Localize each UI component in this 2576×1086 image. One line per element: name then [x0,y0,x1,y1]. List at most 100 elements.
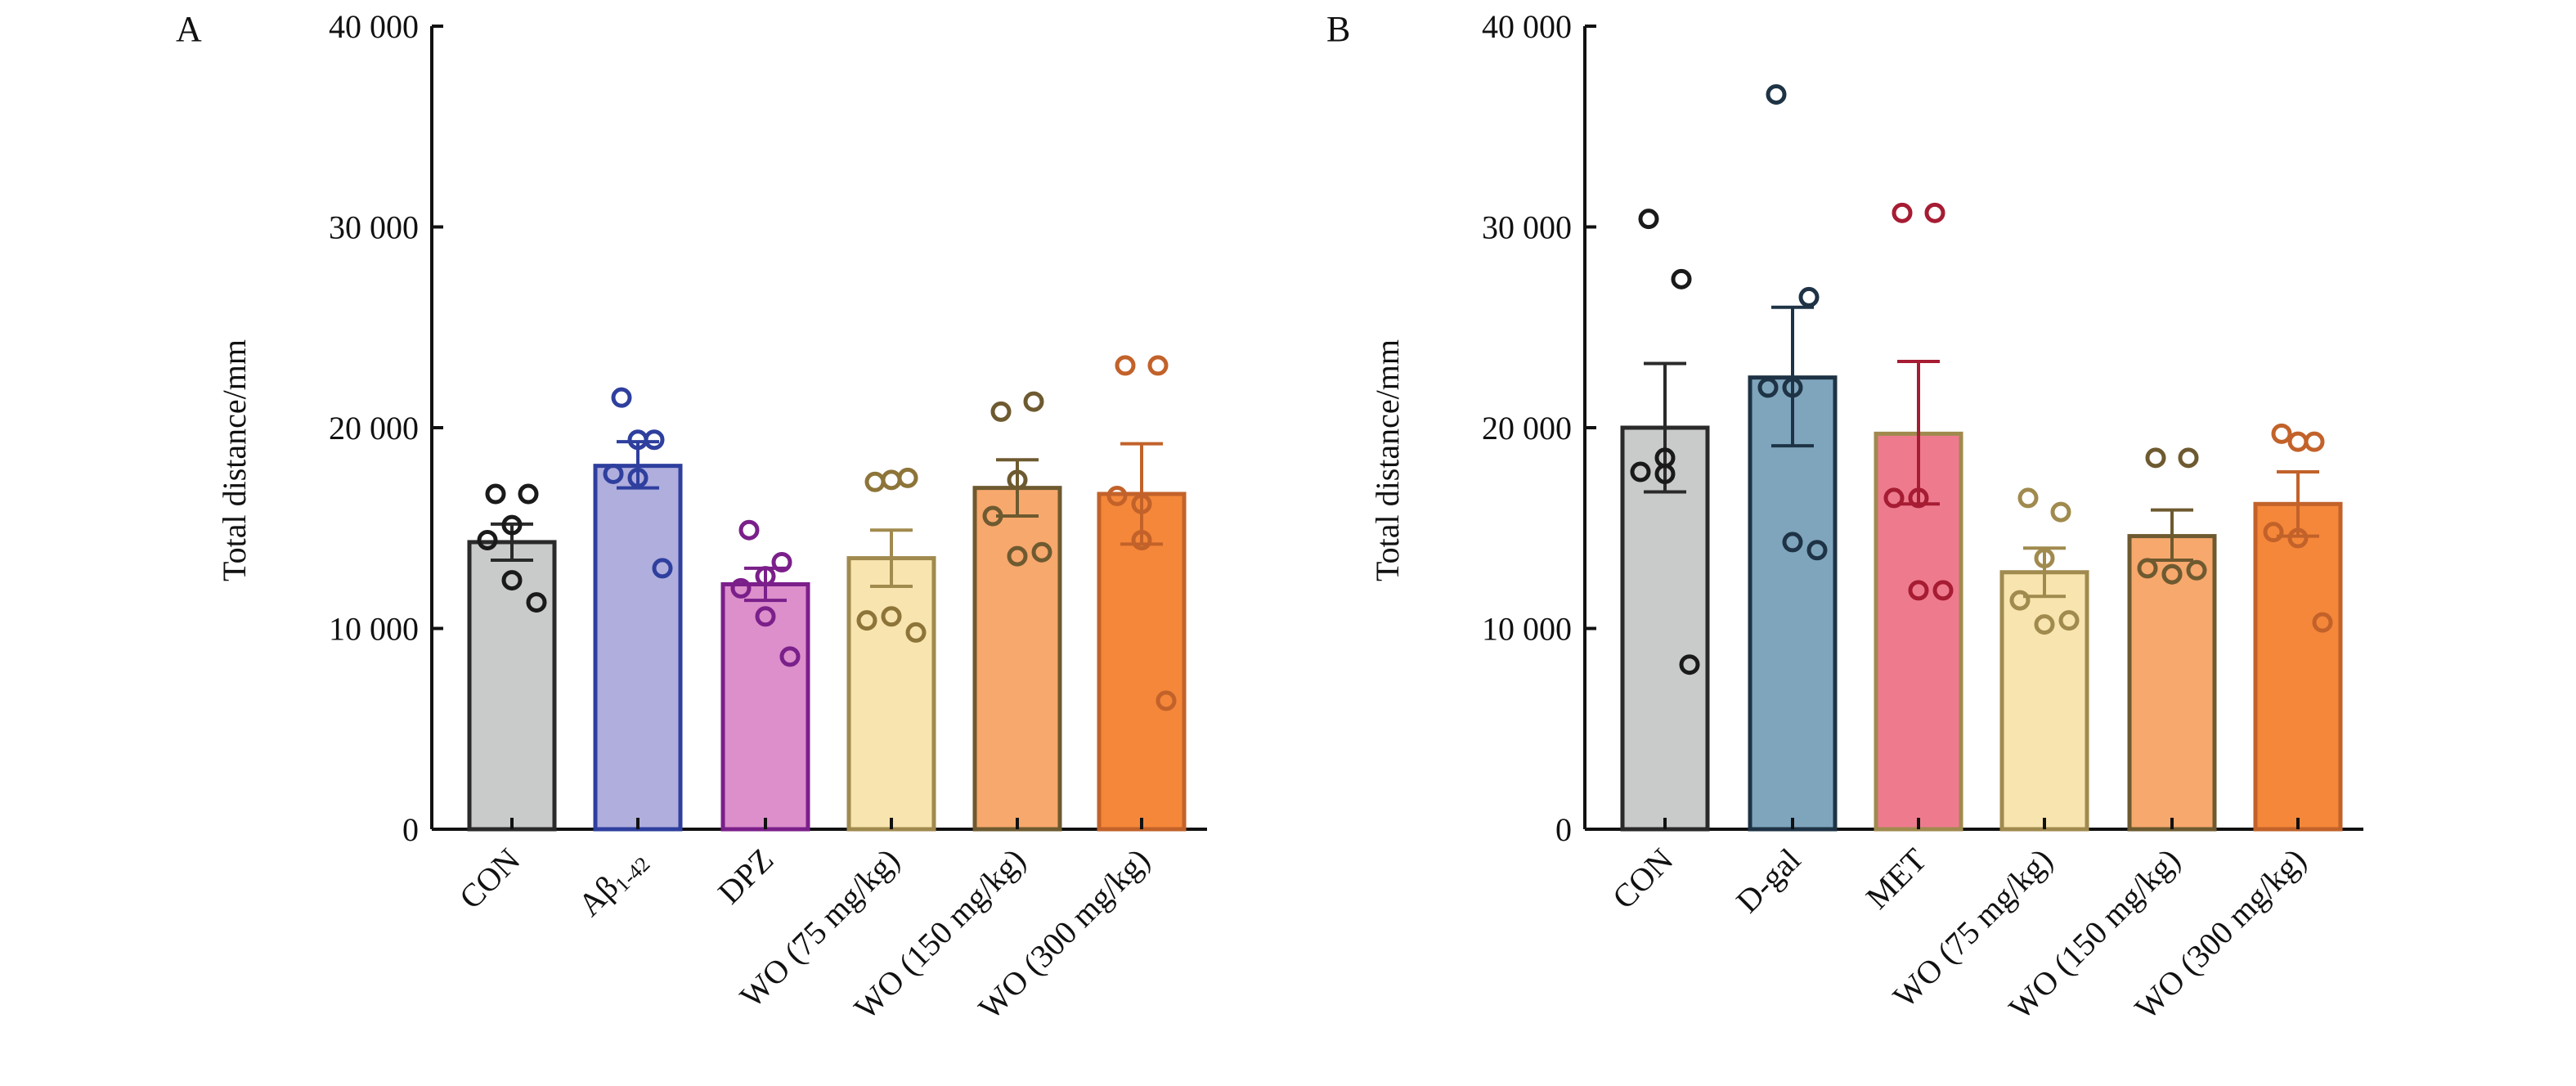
data-point [627,429,648,451]
x-tick-label: D-gal [1729,841,1807,920]
data-point [1883,487,1905,509]
x-tick-label-main: DPZ [711,841,780,911]
data-point [644,429,665,451]
data-point [897,467,918,488]
bar-2 [720,581,810,832]
data-point [1679,654,1700,675]
data-point [1908,487,1929,509]
data-point [1924,202,1945,223]
data-point [1007,545,1028,567]
data-point [2058,610,2080,631]
data-point [1798,286,1820,307]
x-tick-label: Aβ1-42 [571,841,654,925]
panel-A: A 0 10 000 20 000 30 000 40 000 Total distance… [176,8,1207,1026]
data-point [2034,614,2055,635]
x-tick-label: MET [1859,841,1934,917]
y-tick-label: 20 000 [1482,410,1572,447]
data-point [1671,268,1692,289]
y-tick-label: 30 000 [329,209,419,246]
data-point [501,514,523,536]
data-point [611,387,632,408]
data-point [755,566,776,587]
y-tick-label: 20 000 [329,410,419,447]
data-point [881,606,902,627]
data-point [1131,493,1152,514]
data-point [881,469,902,491]
data-point [477,529,498,550]
data-point [1007,469,1028,491]
bar-1 [1748,375,1838,832]
data-point [518,483,539,505]
x-tick-label-main: MET [1859,841,1934,917]
bar-3 [846,556,936,832]
data-point [2161,563,2183,585]
data-point [2287,527,2309,549]
data-point [2145,447,2166,469]
data-point [2304,431,2325,452]
data-point [1147,355,1169,376]
data-point [1932,580,1954,601]
data-point [1757,377,1779,398]
data-point [2271,423,2292,444]
data-point [779,646,801,667]
y-axis-label: Total distance/mm [1369,339,1406,581]
data-point [864,471,886,492]
x-tick-label: CON [452,841,527,917]
y-tick-label: 40 000 [329,8,419,45]
x-tick-label-main: D-gal [1729,841,1807,920]
data-point [526,592,547,613]
data-point [1630,461,1651,482]
data-point [1766,83,1787,105]
data-point [2178,447,2199,469]
data-point [1115,355,1136,376]
data-point [1156,690,1177,711]
data-point [856,610,877,631]
data-point [771,551,792,572]
data-point [738,519,760,541]
bar-3 [1999,570,2089,832]
data-point [603,463,624,484]
panel-label: B [1326,9,1350,49]
panel-B: B 0 10 000 20 000 30 000 40 000 Total distance… [1326,8,2363,1026]
data-point [1782,377,1803,398]
x-tick-label: DPZ [711,841,780,911]
y-tick-label: 0 [1555,811,1572,848]
data-point [2263,522,2284,543]
data-point [982,505,1003,527]
data-point [2137,558,2158,579]
data-point [2186,559,2207,581]
data-point [2050,501,2071,523]
x-tick-label-main: CON [1605,841,1681,917]
data-point [990,401,1012,422]
bar-1 [593,464,683,832]
x-tick-label: CON [1605,841,1681,917]
y-tick-label: 10 000 [1482,611,1572,648]
data-point [755,606,776,627]
data-point [1782,532,1803,553]
panel-label: A [176,9,202,49]
data-point [652,558,673,579]
data-point [2009,590,2031,611]
data-point [2017,487,2039,509]
y-tick-label: 0 [402,811,419,848]
y-tick-label: 40 000 [1482,8,1572,45]
y-axis-label: Total distance/mm [216,339,253,581]
data-point [1638,209,1659,230]
bar-5 [2253,501,2343,832]
data-point [1031,541,1052,563]
y-tick-label: 30 000 [1482,209,1572,246]
data-point [905,622,927,643]
y-tick-label: 10 000 [329,611,419,648]
data-point [2287,431,2309,452]
data-point [1106,485,1128,506]
data-point [1806,540,1828,561]
data-point [730,577,752,599]
bar-0 [467,540,557,832]
data-point [485,483,506,505]
data-point [1131,529,1152,550]
bar-4 [972,486,1062,832]
data-point [1892,202,1913,223]
bar-4 [2127,534,2217,832]
data-point [2034,548,2055,569]
